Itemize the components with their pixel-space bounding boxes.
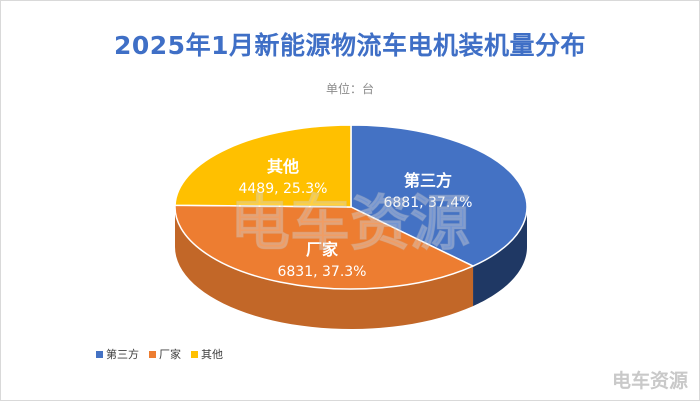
legend-swatch-other — [191, 350, 198, 358]
pie-side-1 — [175, 207, 474, 329]
slice-category-label-1: 厂家 — [306, 240, 339, 259]
legend-item-third-party: 第三方 — [96, 346, 139, 362]
watermark-text: 电车资源 — [230, 189, 470, 259]
pie-top-layer — [174, 124, 528, 290]
slice-category-label-2: 其他 — [267, 157, 299, 176]
slice-value-label-0: 6881, 37.4% — [383, 195, 472, 211]
legend-item-oem: 厂家 — [149, 346, 181, 362]
slice-category-label-0: 第三方 — [404, 171, 452, 190]
corner-watermark: 电车资源 — [611, 370, 688, 392]
chart-legend: 第三方 厂家 其他 — [96, 346, 233, 362]
pie-depth-layer — [175, 207, 527, 329]
pie-slice-2 — [174, 124, 352, 208]
pie-slice-0 — [350, 124, 528, 267]
slice-value-label-1: 6831, 37.3% — [277, 264, 366, 280]
legend-label-third-party: 第三方 — [106, 348, 139, 361]
chart-unit-subtitle: 单位：台 — [325, 82, 374, 96]
pie-slice-1 — [174, 204, 475, 290]
legend-swatch-third-party — [96, 350, 103, 358]
legend-label-other: 其他 — [201, 348, 223, 361]
slice-value-label-2: 4489, 25.3% — [238, 181, 327, 197]
pie-side-0 — [473, 207, 527, 307]
legend-label-oem: 厂家 — [159, 348, 181, 361]
legend-swatch-oem — [149, 350, 156, 358]
chart-title: 2025年1月新能源物流车电机装机量分布 — [114, 31, 586, 60]
legend-item-other: 其他 — [191, 346, 223, 362]
pie-label-layer: 第三方 6881, 37.4% 厂家 6831, 37.3% 其他 4489, 25.3% — [238, 157, 472, 280]
